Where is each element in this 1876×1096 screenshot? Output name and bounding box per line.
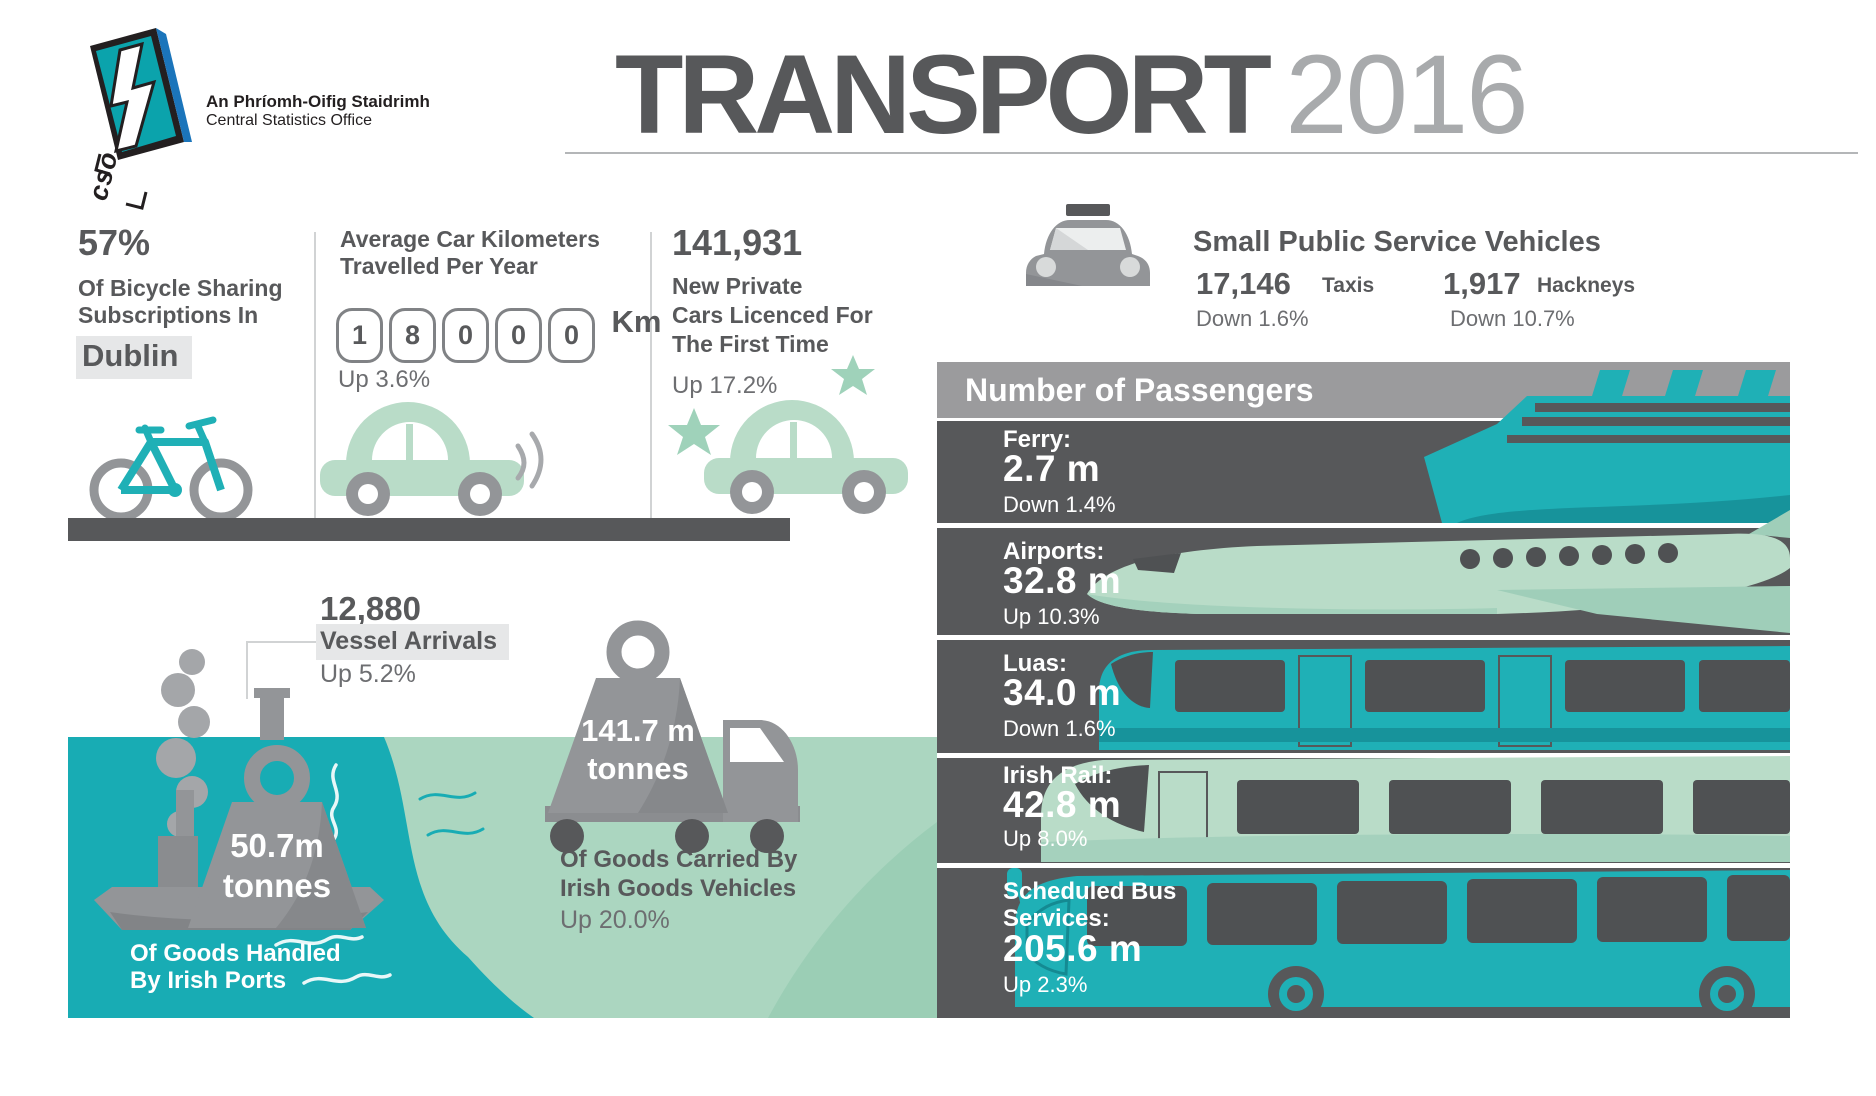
luas-value: 34.0 m — [1003, 672, 1122, 713]
rail-value: 42.8 m — [1003, 784, 1122, 825]
taxis-value: 17,146 — [1196, 266, 1291, 301]
airplane-icon — [1087, 510, 1790, 633]
page-title: TRANSPORT 2016 — [615, 30, 1529, 159]
road-band — [68, 518, 790, 541]
vessel-callout-line-h — [246, 641, 316, 643]
bike-share-percent: 57% — [78, 222, 151, 263]
ports-weight-unit: tonnes — [222, 867, 332, 904]
vessel-callout-line-v — [246, 641, 248, 699]
new-cars-caption-line3: The First Time — [672, 331, 829, 357]
goods-truck-icon — [545, 620, 800, 853]
bus-value: 205.6 m — [1003, 928, 1143, 969]
new-cars-caption-line1: New Private — [672, 273, 803, 299]
star-car-icon — [668, 355, 908, 514]
ports-caption-line2: By Irish Ports — [130, 967, 287, 994]
bus-icon — [1007, 868, 1790, 1018]
ferry-label: Ferry: — [1003, 426, 1072, 453]
freight-weight-unit: tonnes — [587, 751, 689, 786]
airports-value: 32.8 m — [1003, 560, 1122, 601]
bus-label-line2: Services: — [1003, 905, 1110, 932]
new-cars-caption-line2: Cars Licenced For — [672, 302, 873, 328]
freight-caption-line2: Irish Goods Vehicles — [560, 875, 797, 902]
ports-weight-value: 50.7m — [230, 827, 324, 864]
passengers-panel-title: Number of Passengers — [965, 372, 1314, 408]
luas-change: Down 1.6% — [1003, 716, 1116, 741]
taxis-change: Down 1.6% — [1196, 306, 1309, 331]
bike-share-caption-line1: Of Bicycle Sharing — [78, 275, 283, 301]
ports-caption-line1: Of Goods Handled — [130, 940, 341, 967]
freight-weight-value: 141.7 m — [581, 713, 695, 748]
odometer-digit: 0 — [548, 308, 595, 363]
hackneys-change: Down 10.7% — [1450, 306, 1575, 331]
ferry-value: 2.7 m — [1003, 448, 1101, 489]
odometer-digit: 1 — [336, 308, 383, 363]
section-divider-2 — [650, 232, 652, 518]
section-divider-1 — [314, 232, 316, 518]
car-icon — [320, 402, 544, 516]
freight-change: Up 20.0% — [560, 906, 670, 934]
title-year: 2016 — [1285, 32, 1528, 157]
car-km-change: Up 3.6% — [338, 366, 431, 393]
rail-label: Irish Rail: — [1003, 762, 1113, 789]
svg-text:cso: cso — [83, 148, 124, 203]
bicycle-icon — [89, 416, 253, 522]
title-transport: TRANSPORT — [615, 32, 1272, 157]
bike-share-caption-line2: Subscriptions In — [78, 302, 259, 328]
airports-change: Up 10.3% — [1003, 604, 1100, 629]
passenger-vehicles-illustration — [1007, 370, 1790, 1018]
passengers-panel: Number of Passengers Ferry: 2.7 m Down 1… — [937, 362, 1790, 1018]
cso-logo-icon: cso — [83, 28, 192, 210]
odometer-digit: 0 — [495, 308, 542, 363]
odometer-digit: 8 — [389, 308, 436, 363]
org-name-irish: An Phríomh-Oifig Staidrimh — [206, 92, 430, 111]
cargo-ship-icon — [94, 649, 384, 930]
bike-share-city-highlight: Dublin — [76, 336, 193, 379]
org-name-english: Central Statistics Office — [206, 112, 372, 129]
taxis-label: Taxis — [1322, 274, 1375, 297]
luas-label: Luas: — [1003, 650, 1068, 677]
bus-label-line1: Scheduled Bus — [1003, 878, 1177, 905]
new-cars-change: Up 17.2% — [672, 372, 778, 399]
title-underline — [565, 152, 1858, 154]
spsv-title: Small Public Service Vehicles — [1193, 226, 1601, 258]
car-km-title-line1: Average Car Kilometers — [340, 226, 600, 252]
vessel-arrivals-change: Up 5.2% — [320, 660, 416, 688]
new-cars-value: 141,931 — [672, 222, 803, 263]
taxi-icon — [1026, 204, 1150, 286]
freight-caption-line1: Of Goods Carried By — [560, 846, 798, 873]
odometer-unit: Km — [611, 304, 662, 339]
rail-change: Up 8.0% — [1003, 826, 1088, 851]
bus-change: Up 2.3% — [1003, 972, 1088, 997]
luas-tram-icon — [1099, 646, 1790, 750]
airports-label: Airports: — [1003, 538, 1105, 565]
odometer-digit: 0 — [442, 308, 489, 363]
ferry-change: Down 1.4% — [1003, 492, 1116, 517]
vessel-arrivals-label: Vessel Arrivals — [316, 624, 509, 660]
vessel-arrivals-value: 12,880 — [320, 590, 421, 627]
irish-rail-train-icon — [1041, 756, 1790, 862]
ferry-ship-icon — [1424, 370, 1790, 523]
hackneys-value: 1,917 — [1443, 266, 1521, 301]
hackneys-label: Hackneys — [1537, 274, 1636, 297]
car-km-title-line2: Travelled Per Year — [340, 253, 538, 279]
